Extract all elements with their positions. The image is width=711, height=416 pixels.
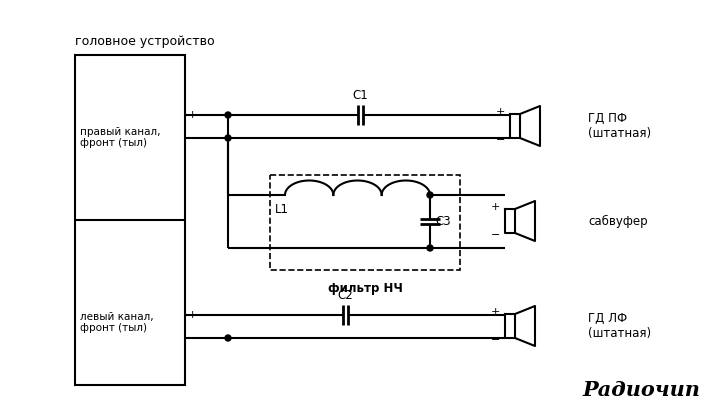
Text: ГД ЛФ
(штатная): ГД ЛФ (штатная): [588, 312, 651, 340]
Text: +: +: [188, 110, 198, 120]
Text: −: −: [188, 333, 198, 343]
Circle shape: [225, 335, 231, 341]
Circle shape: [225, 112, 231, 118]
Text: −: −: [496, 135, 505, 145]
Text: ГД ПФ
(штатная): ГД ПФ (штатная): [588, 112, 651, 140]
Text: −: −: [491, 230, 500, 240]
Text: +: +: [491, 202, 500, 212]
Text: +: +: [188, 310, 198, 320]
Text: фильтр НЧ: фильтр НЧ: [328, 282, 402, 295]
Circle shape: [427, 192, 433, 198]
Text: Радиочип: Радиочип: [582, 380, 700, 400]
Text: +: +: [496, 107, 505, 117]
Text: С2: С2: [337, 289, 353, 302]
Text: сабвуфер: сабвуфер: [588, 215, 648, 228]
Circle shape: [427, 245, 433, 251]
Text: С1: С1: [352, 89, 368, 102]
Text: головное устройство: головное устройство: [75, 35, 215, 48]
Text: −: −: [188, 133, 198, 143]
Text: −: −: [491, 335, 500, 345]
Text: L1: L1: [275, 203, 289, 216]
Text: правый канал,
фронт (тыл): правый канал, фронт (тыл): [80, 127, 161, 148]
Text: +: +: [491, 307, 500, 317]
Text: левый канал,
фронт (тыл): левый канал, фронт (тыл): [80, 312, 154, 333]
Circle shape: [225, 135, 231, 141]
Text: С3: С3: [435, 215, 451, 228]
